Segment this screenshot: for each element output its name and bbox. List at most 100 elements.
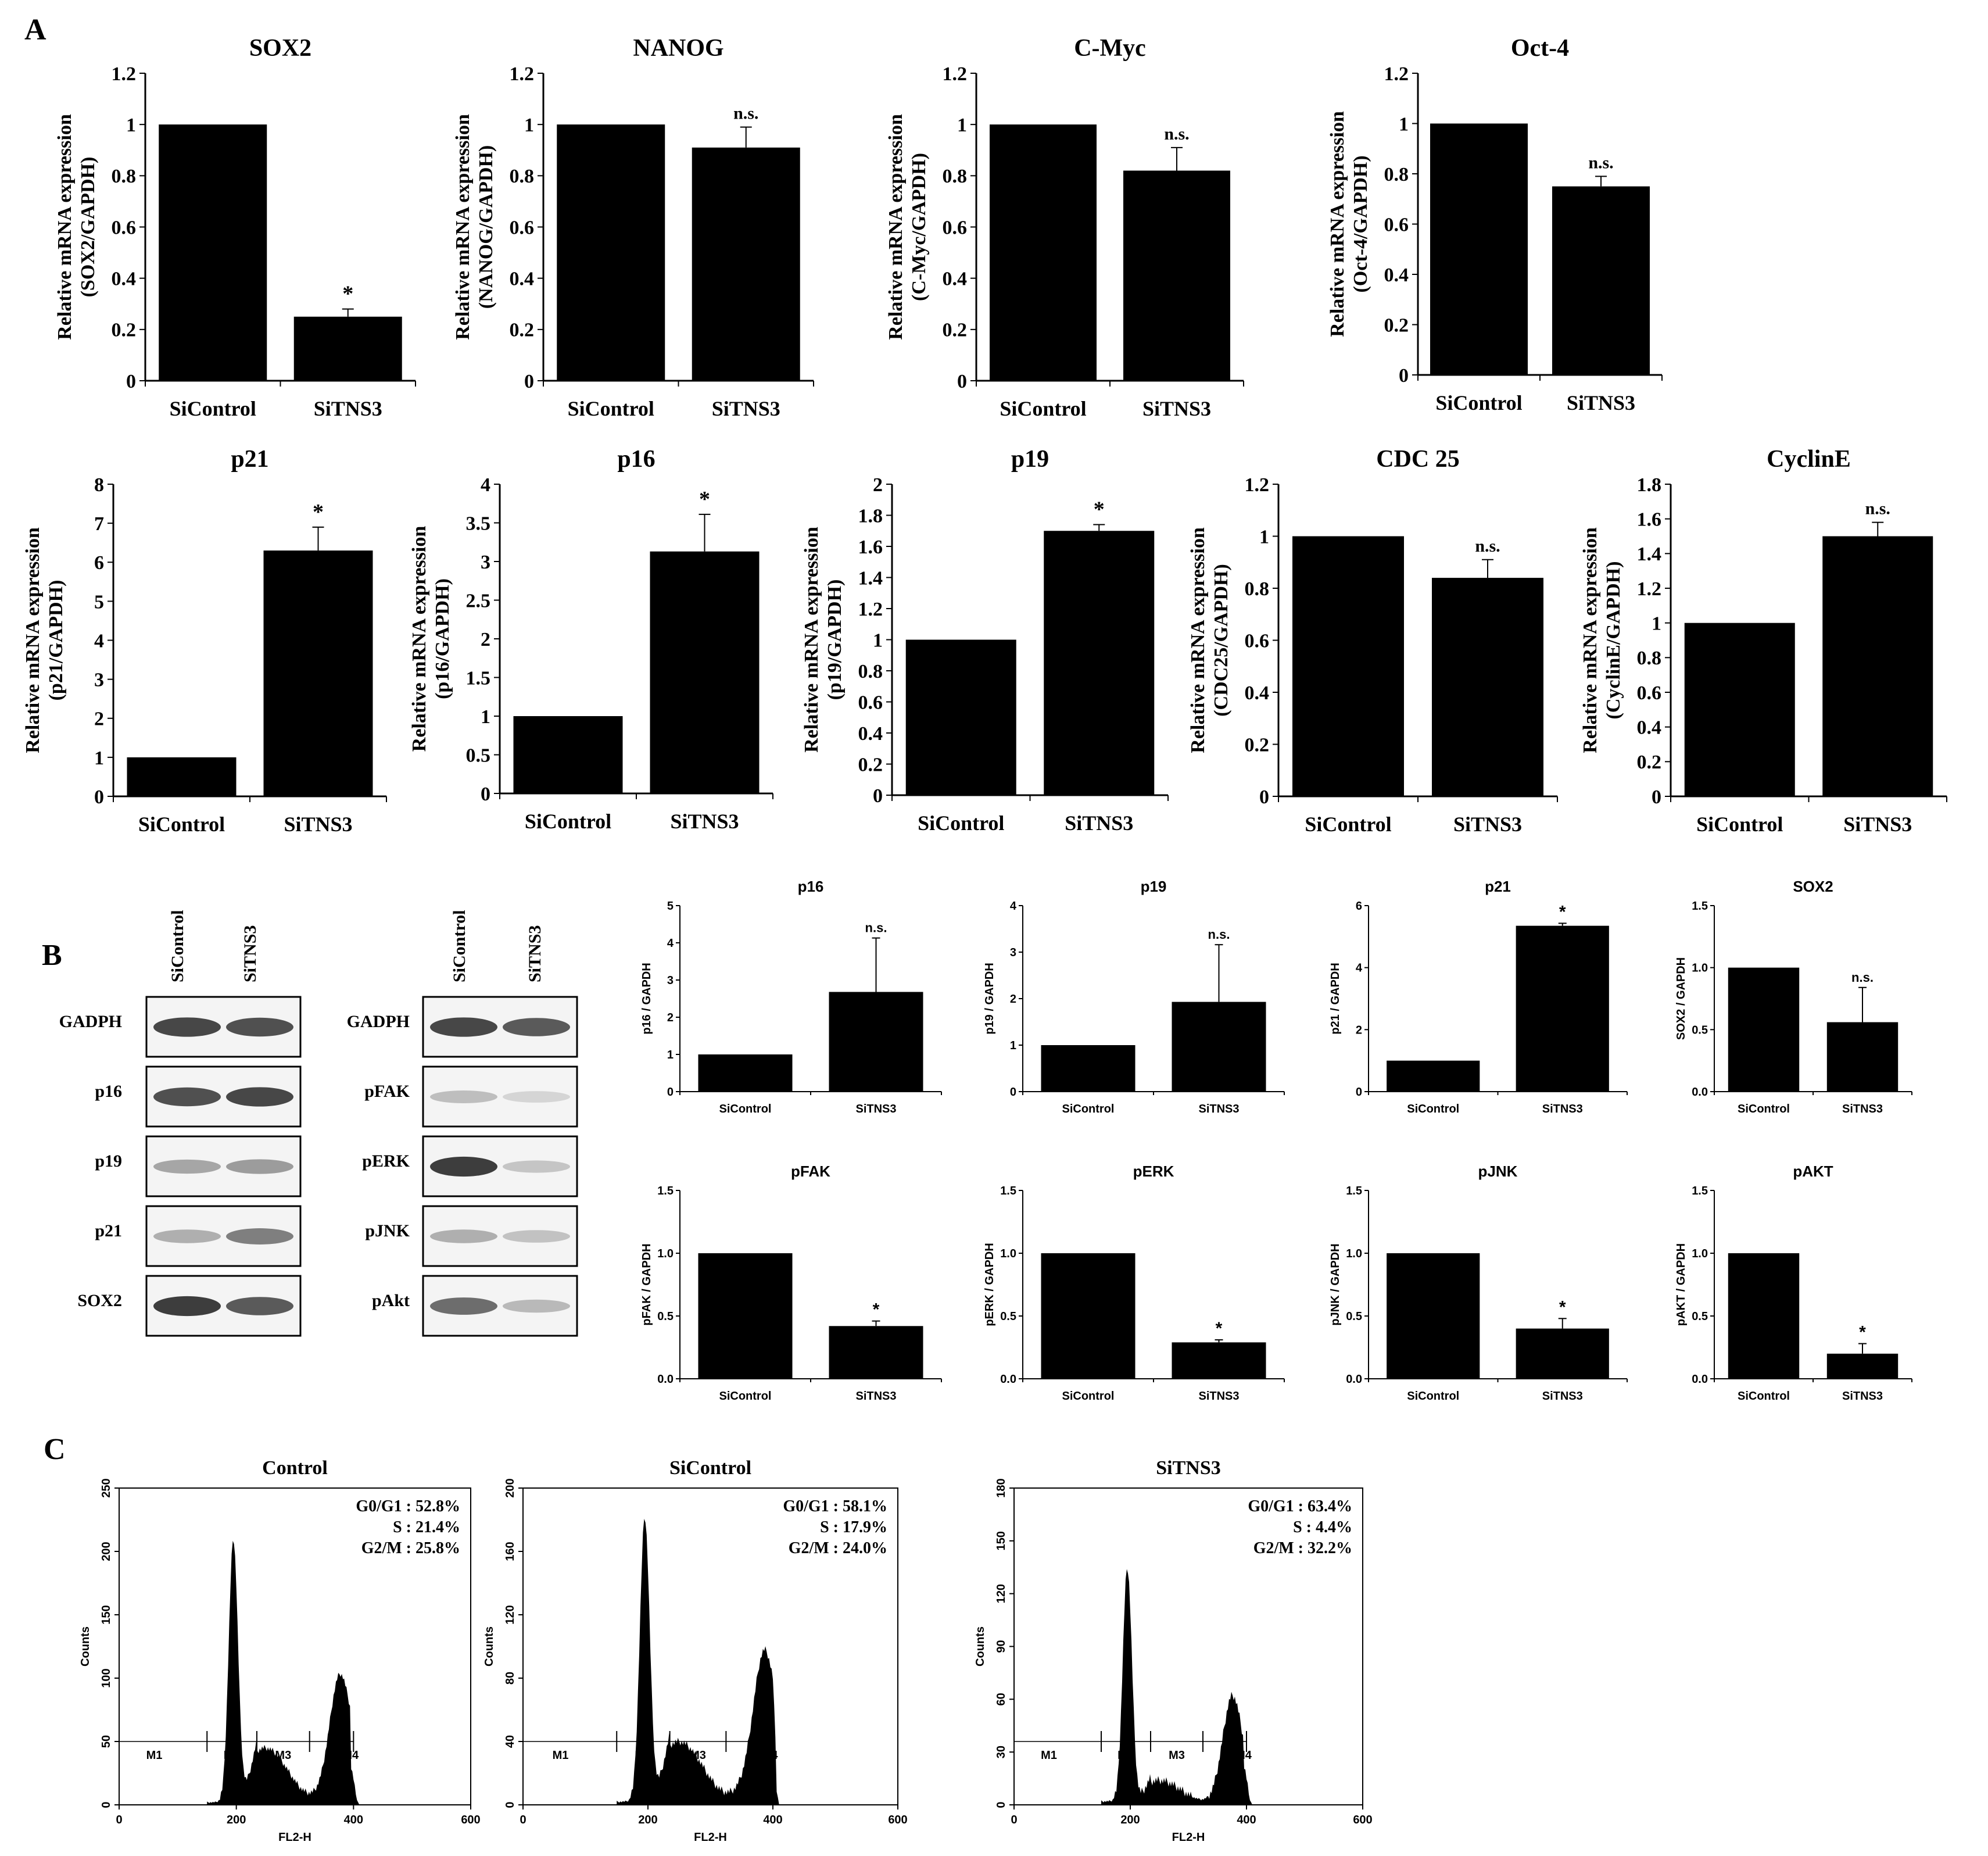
significance-label: n.s. xyxy=(1588,153,1613,172)
y-tick-label: 1.6 xyxy=(1637,509,1662,531)
y-axis-label: Counts xyxy=(79,1626,92,1667)
y-tick-label: 50 xyxy=(100,1735,113,1748)
phase-stat: G0/G1 : 52.8% xyxy=(356,1497,460,1515)
bar-sicontrol xyxy=(1728,1253,1800,1379)
y-tick-label: 0 xyxy=(1356,1086,1362,1099)
blots-layer: SiControl SiTNS3GADPHp16p19p21SOX2SiContr… xyxy=(59,910,578,1337)
y-tick-label-group: 0 xyxy=(100,1801,113,1808)
lane-header-group: SiTNS3 xyxy=(241,925,260,982)
blot-row-label: pJNK xyxy=(365,1221,410,1240)
y-tick-label: 0 xyxy=(957,371,967,392)
y-tick-label: 2 xyxy=(94,709,104,730)
chart-title: SOX2 xyxy=(1793,878,1833,895)
y-axis-label-line: p19 / GAPDH xyxy=(983,963,996,1034)
bar-sicontrol xyxy=(1728,967,1800,1092)
y-tick-label: 0.2 xyxy=(112,320,137,341)
chart-wb_pakt: 0.0 0.5 1.0 1.5 SiControl * SiTNS3 pAKT pAKT / G… xyxy=(1675,1163,1912,1403)
y-axis-label: pFAK / GAPDH xyxy=(640,1243,653,1325)
significance-label: n.s. xyxy=(1164,124,1189,144)
y-axis-label: SOX2 / GAPDH xyxy=(1675,957,1688,1040)
y-tick-label: 200 xyxy=(100,1542,113,1561)
chart-flow_control: 0 200 400 600 0 50 100 150 200 250 M1 M2 M3 M4 G0/G1 :… xyxy=(79,1457,481,1844)
y-axis-label-line: Relative mRNA expression xyxy=(801,527,822,753)
y-tick-label: 4 xyxy=(481,474,490,496)
y-axis-label: p16 / GAPDH xyxy=(640,963,653,1034)
y-tick-label: 2 xyxy=(873,474,883,496)
y-tick-label: 1.6 xyxy=(858,537,883,558)
y-tick-label: 0.5 xyxy=(1692,1024,1708,1036)
blot-band xyxy=(430,1229,497,1243)
y-tick-label: 0 xyxy=(481,784,490,805)
y-tick-label: 0.6 xyxy=(510,217,535,238)
significance-label: * xyxy=(1094,498,1105,522)
bar-sicontrol xyxy=(1387,1253,1480,1379)
y-axis-label-line: (CyclinE/GAPDH) xyxy=(1603,562,1624,720)
chart-wb_p16: 0 1 2 3 4 5 SiControl n.s. SiTNS3 p16 p16 / GAPDH xyxy=(640,878,942,1115)
y-tick-label: 1 xyxy=(94,748,104,769)
y-tick-label: 4 xyxy=(667,937,674,950)
y-tick-label: 0.6 xyxy=(943,217,968,238)
y-axis-label: Relative mRNA expression (p16/GAPDH) xyxy=(409,526,453,752)
y-axis-label: Relative mRNA expression (CyclinE/GAPDH) xyxy=(1579,527,1624,753)
y-tick-label: 200 xyxy=(504,1478,517,1497)
chart-title: SiControl xyxy=(669,1457,751,1479)
y-tick-label: 0.8 xyxy=(1245,578,1270,600)
y-tick-label-group: 0 xyxy=(504,1801,517,1808)
y-tick-label-group: 100 xyxy=(100,1668,113,1687)
significance-label: n.s. xyxy=(1851,970,1874,985)
y-tick-label: 1.2 xyxy=(112,63,137,85)
y-tick-label: 1.2 xyxy=(943,63,968,85)
y-tick-label: 0.2 xyxy=(858,754,883,775)
phase-stat: S : 4.4% xyxy=(1293,1518,1352,1536)
y-axis-label-line: (CDC25/GAPDH) xyxy=(1210,564,1232,717)
y-tick-label: 0.0 xyxy=(1346,1373,1362,1386)
y-tick-label: 1.0 xyxy=(1346,1247,1362,1260)
y-tick-label: 0.8 xyxy=(858,661,883,682)
y-tick-label: 0.5 xyxy=(657,1310,674,1323)
bar-sitns3 xyxy=(650,551,760,793)
x-tick-label: 200 xyxy=(638,1814,657,1826)
category-label: SiTNS3 xyxy=(712,397,780,420)
x-tick-label: 600 xyxy=(888,1814,907,1826)
blot-band xyxy=(226,1017,293,1037)
significance-label: n.s. xyxy=(1208,927,1230,942)
category-label: SiTNS3 xyxy=(1065,811,1133,835)
blot-row-label: SOX2 xyxy=(77,1291,122,1310)
y-tick-label: 4 xyxy=(94,630,104,652)
y-tick-label: 6 xyxy=(94,552,104,574)
x-tick-label: 200 xyxy=(227,1814,246,1826)
y-tick-label: 1.0 xyxy=(1692,962,1708,975)
bar-sicontrol xyxy=(513,716,623,793)
y-tick-label-group: 160 xyxy=(504,1542,517,1561)
y-tick-label: 100 xyxy=(100,1668,113,1687)
significance-label: n.s. xyxy=(1475,537,1500,556)
phase-stat: G0/G1 : 58.1% xyxy=(783,1497,887,1515)
y-tick-label: 160 xyxy=(504,1542,517,1561)
y-tick-label: 1 xyxy=(1652,613,1661,635)
y-tick-label: 0.4 xyxy=(1384,264,1409,286)
y-tick-label: 0.2 xyxy=(943,320,968,341)
chart-wb_p21: 0 2 4 6 SiControl * SiTNS3 p21 p21 / GAPDH xyxy=(1329,878,1628,1115)
lane-header: SiTNS3 xyxy=(525,925,545,982)
bar-sicontrol xyxy=(127,757,237,796)
category-label: SiControl xyxy=(1696,813,1783,836)
y-tick-label: 1.5 xyxy=(1692,900,1708,913)
y-tick-label: 0 xyxy=(873,785,883,807)
chart-title: NANOG xyxy=(633,35,723,62)
y-tick-label: 2 xyxy=(667,1011,674,1024)
bar-sitns3 xyxy=(1044,531,1155,795)
category-label: SiTNS3 xyxy=(1142,397,1211,420)
y-tick-label: 4 xyxy=(1010,900,1017,913)
y-tick-label-group: 90 xyxy=(995,1640,1008,1653)
x-tick-label: 400 xyxy=(763,1814,782,1826)
bar-sitns3 xyxy=(1172,1002,1266,1092)
histogram-area xyxy=(617,1518,779,1805)
y-tick-label: 250 xyxy=(100,1478,113,1497)
y-tick-label: 60 xyxy=(995,1693,1008,1705)
chart-cycline: 0 0.2 0.4 0.6 0.8 1 1.2 1.4 1.6 1.8 SiControl n.s. S… xyxy=(1579,446,1947,836)
x-axis-label: FL2-H xyxy=(278,1831,311,1844)
chart-title: p21 xyxy=(1485,878,1511,895)
y-tick-label: 1.5 xyxy=(1692,1185,1708,1197)
category-label: SiControl xyxy=(525,810,611,833)
y-axis-label-line: pFAK / GAPDH xyxy=(640,1243,653,1325)
